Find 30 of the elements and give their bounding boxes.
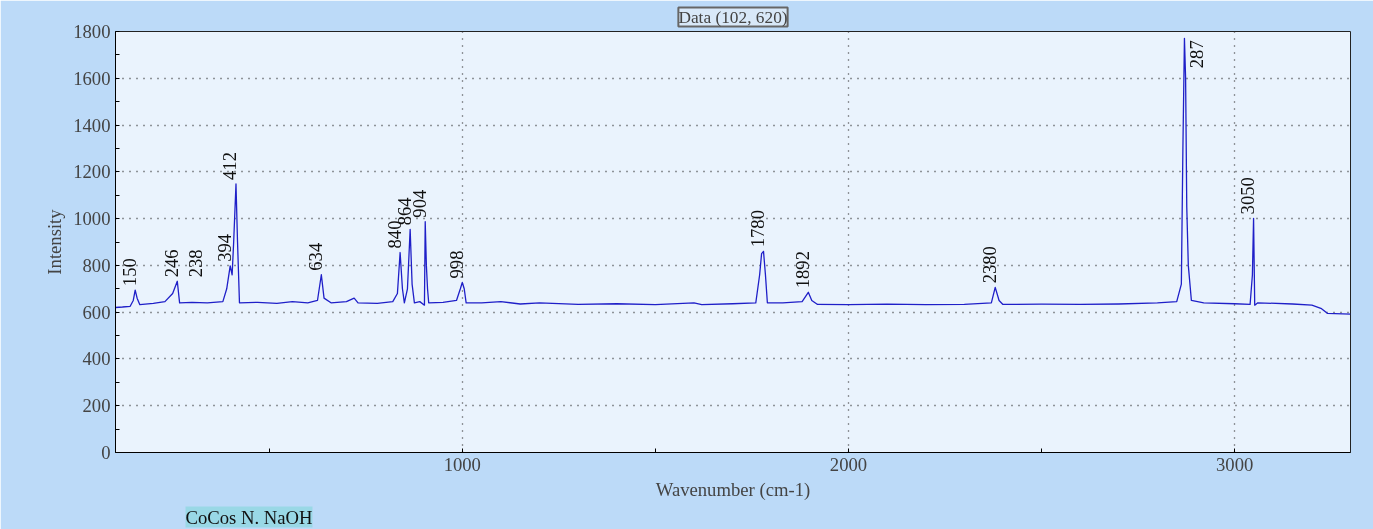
line-series — [115, 37, 1351, 315]
y-tick-label: 1800 — [73, 21, 111, 42]
x-tick-label: 1000 — [443, 453, 481, 475]
annotation: 246 — [160, 249, 182, 278]
y-tick-label: 1000 — [73, 208, 111, 230]
annotation: 394 — [213, 233, 235, 262]
y-tick-label: 400 — [82, 348, 111, 370]
x-tick-label: 3000 — [1215, 453, 1254, 475]
x-axis-title: Wavenumber (cm-1) — [655, 478, 811, 501]
y-tick-label: 800 — [82, 254, 111, 276]
chart-title: Data (102, 620) — [678, 7, 788, 27]
y-tick-label: 1400 — [73, 114, 111, 136]
y-tick-label: 1600 — [73, 67, 111, 89]
x-tick-label: 2000 — [829, 453, 868, 475]
y-tick-label: 200 — [82, 395, 111, 417]
annotation: 287 — [1185, 40, 1207, 69]
y-axis-title: Intensity — [44, 208, 66, 275]
y-tick-label: 1200 — [73, 161, 111, 183]
annotation: 238 — [184, 249, 206, 278]
annotation: 412 — [219, 152, 241, 180]
y-tick-label: 0 — [101, 442, 111, 463]
annotation: 150 — [118, 258, 140, 287]
y-tick-label: 600 — [82, 301, 111, 323]
text: CoCos N. NaOH — [185, 506, 313, 528]
annotation: 2380 — [978, 246, 1000, 284]
annotation: 998 — [445, 250, 467, 279]
annotation: 634 — [304, 242, 326, 271]
annotation: 1892 — [791, 250, 813, 289]
annotation: 3050 — [1237, 177, 1259, 215]
annotation: 1780 — [747, 210, 769, 248]
